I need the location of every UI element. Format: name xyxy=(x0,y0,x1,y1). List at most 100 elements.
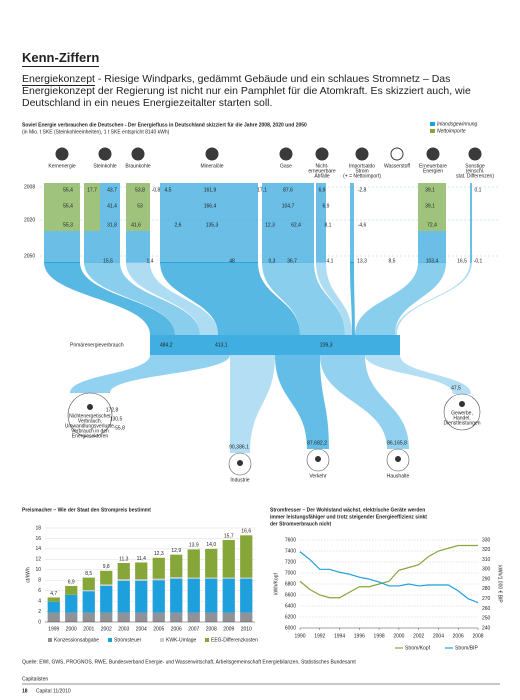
flow-value: 87,6 xyxy=(283,187,293,193)
sink-icon xyxy=(459,401,465,407)
sankey-title: Soviel Energie verbrauchen die Deutschen… xyxy=(22,122,307,128)
flow xyxy=(84,262,200,335)
flow xyxy=(70,355,230,393)
source-icon xyxy=(279,147,293,161)
flow-value: -0,1 xyxy=(474,258,483,264)
flow-value: 0,1 xyxy=(475,187,482,193)
legend-label: Stromsteuer xyxy=(114,637,142,643)
flow xyxy=(262,262,345,335)
total-label: 16,6 xyxy=(241,529,251,535)
bar-segment xyxy=(152,557,165,579)
source-label: stat. Differenzen) xyxy=(456,173,494,179)
bar-segment xyxy=(82,590,95,592)
bar-segment xyxy=(205,612,218,622)
y-tick-label: 6000 xyxy=(285,625,296,631)
y2-tick-label: 260 xyxy=(482,606,491,612)
source-label: Kernenergie xyxy=(48,163,75,169)
flow xyxy=(126,262,218,335)
sink-label: Gewerbe, xyxy=(451,410,473,416)
x-tick-label: 2007 xyxy=(188,626,199,632)
total-label: 11,3 xyxy=(119,556,129,562)
flow-value: 1,4 xyxy=(147,258,154,264)
sink-label: Verbrauch in den xyxy=(71,428,109,434)
bar-segment xyxy=(117,562,130,580)
bar-segment xyxy=(100,584,113,586)
x-tick-label: 2006 xyxy=(171,626,182,632)
flow-value: 2,6 xyxy=(175,222,182,228)
sink-value: 90,3 xyxy=(229,444,239,450)
y-tick-label: 7000 xyxy=(285,570,296,576)
total-label: 13,9 xyxy=(189,543,199,549)
y2-tick-label: 310 xyxy=(482,557,491,563)
source-icon xyxy=(205,147,219,161)
y-tick-label: 14 xyxy=(35,546,41,552)
flow-value: 55,4 xyxy=(63,203,73,209)
x-tick-label: 1998 xyxy=(374,633,385,639)
x-tick-label: 2004 xyxy=(136,626,147,632)
sink-label: Verkehr xyxy=(309,473,327,479)
source-label: Importsaldo xyxy=(349,163,375,169)
source-label: Energien xyxy=(423,168,443,174)
bar-segment xyxy=(152,612,165,622)
y-tick-label: 7600 xyxy=(285,537,296,543)
flow-value: -4,6 xyxy=(358,222,367,228)
issue: Capital 11/2010 xyxy=(36,688,71,694)
flow-value: -0,8 xyxy=(152,187,161,193)
legend-swatch xyxy=(160,638,164,642)
x-tick-label: 2006 xyxy=(453,633,464,639)
intro: - Riesige Windparks, gedämmt Gebäude und… xyxy=(22,73,471,109)
legend-label: Strom/BIP xyxy=(455,645,478,651)
flow-value: -2,8 xyxy=(358,187,367,193)
flow-value: 39,1 xyxy=(425,187,435,193)
sink-node xyxy=(67,392,113,438)
bar-segment xyxy=(47,601,60,613)
bar-segment xyxy=(170,577,183,579)
line-series xyxy=(299,544,478,599)
bar-segment xyxy=(82,577,95,591)
y-tick-label: 2 xyxy=(38,609,41,615)
y-tick-label: 0 xyxy=(38,619,41,625)
y-tick-label: 10 xyxy=(35,567,41,573)
x-tick-label: 2008 xyxy=(472,633,483,639)
flow-value: 55,3 xyxy=(63,222,73,228)
inland-band xyxy=(418,183,446,231)
flow-value: 41,6 xyxy=(131,222,141,228)
source-label: (einschl. xyxy=(466,168,485,174)
source-band xyxy=(160,183,258,263)
bar-segment xyxy=(205,577,218,579)
sink-label: Energiesektoren xyxy=(72,433,109,439)
bar-segment xyxy=(187,577,200,579)
source-icon xyxy=(390,147,404,161)
primary-band xyxy=(150,335,400,355)
bar-segment xyxy=(82,591,95,613)
bar-segment xyxy=(205,578,218,613)
bar-segment xyxy=(205,548,218,578)
legend-swatch xyxy=(48,638,52,642)
source-icon xyxy=(426,147,440,161)
flow-value: 31,8 xyxy=(107,222,117,228)
source-icon xyxy=(468,147,482,161)
bar-segment xyxy=(65,612,78,622)
sink-value: 172,8 xyxy=(106,407,119,413)
source-label: erneuerbare xyxy=(308,168,335,174)
y-tick-label: 6800 xyxy=(285,581,296,587)
y-tick-label: 6 xyxy=(38,588,41,594)
source-note: Quelle: EWI, GWS, PROGNOS, RWE, Bundesve… xyxy=(22,659,356,665)
flow-value: 15,5 xyxy=(103,258,113,264)
x-tick-label: 1992 xyxy=(314,633,325,639)
bar-segment xyxy=(240,577,253,579)
flow xyxy=(365,355,471,394)
legend-swatch xyxy=(108,638,112,642)
y-tick-label: 6400 xyxy=(285,603,296,609)
source-label: Erneuerbare xyxy=(419,163,447,169)
section-name: Capitalisten xyxy=(22,676,48,682)
flow-value: 4,5 xyxy=(165,187,172,193)
total-label: 12,9 xyxy=(171,548,181,554)
source-label: Strom xyxy=(355,168,368,174)
flow-value: 166,4 xyxy=(204,203,217,209)
x-tick-label: 2009 xyxy=(223,626,234,632)
bar-segment xyxy=(82,612,95,622)
flow-value: 13,3 xyxy=(357,258,367,264)
x-tick-label: 1994 xyxy=(334,633,345,639)
